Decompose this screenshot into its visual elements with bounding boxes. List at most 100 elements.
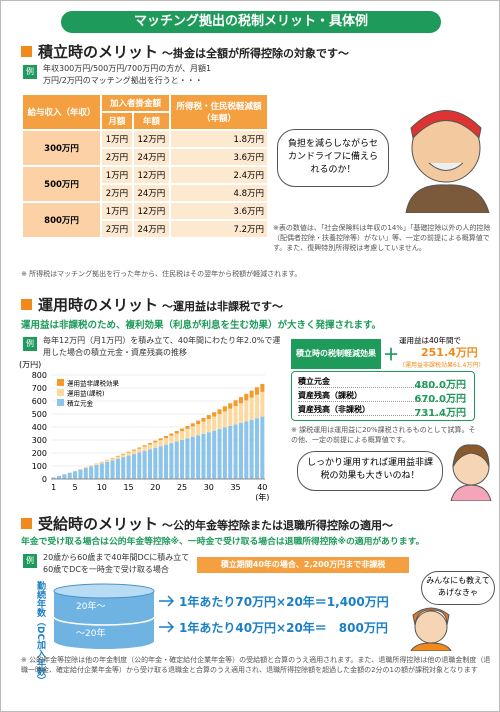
note: ※ 課税運用は運用益に20%課税されるものとして試算。その他、一定の前提による概… [291,426,476,444]
bar-segment [249,397,254,420]
result-value: 731.4万円 [414,408,466,419]
bar-segment [110,458,115,461]
cell: 3.6万円 [169,147,269,167]
y-tick-label: 0 [42,475,47,484]
badge: 例 [23,65,37,79]
gain: 251.4万円 [421,346,478,359]
th: 給与収入（年収） [20,93,103,131]
cell: 1万円 [100,129,134,149]
x-tick-label: 40 [257,483,267,492]
bar-segment [212,416,217,431]
illustration-woman [450,444,492,501]
note: ※ 所得税はマッチング拠出を行った年から、住民税はその翌年から税額が軽減されます… [21,270,302,278]
plus: ＋ [383,345,400,364]
heading-text: 積立時のメリット [38,43,159,61]
bar-segment [73,471,78,479]
bar-segment [131,450,136,455]
bar-segment [174,441,179,479]
bar-segment [83,468,88,479]
bar-segment [244,400,249,422]
bar-segment [137,448,142,453]
result-value: 480.0万円 [414,380,466,391]
x-tick-label: 20 [150,483,160,492]
result-value: 670.0万円 [414,394,466,405]
bar-segment [115,456,120,459]
bar-segment [233,424,238,479]
cell: 12万円 [131,165,172,185]
bar-segment [222,411,227,428]
bar-segment [217,409,222,414]
subheading: ～掛金は全額が所得控除の対象です～ [162,47,350,60]
note: ※ 公的年金等控除は他の年金制度（公的年金・確定給付企業年金等）の受給額と合算の… [21,656,491,674]
bar-segment [244,421,249,479]
illustration-man [405,110,490,213]
bar-segment [83,467,88,469]
bar-segment [238,422,243,479]
table-row: 2万円 24万円 3.6万円 [22,147,269,167]
th: 月額 [100,111,134,131]
bar-segment [147,443,153,445]
cell: 1.8万円 [169,129,269,149]
bar-segment [201,421,206,434]
y-tick-label: 100 [32,462,47,471]
bar-segment [196,435,201,479]
bar-segment [260,416,265,479]
bar-segment [142,445,147,447]
legend-label: 積立元金 [67,399,94,408]
bar-segment [222,406,227,412]
bar-segment [147,449,153,479]
banner: 積立期間40年の場合、2,200万円まで非課税 [197,557,409,573]
cell: 24万円 [131,219,172,239]
bar-segment [67,472,72,479]
cell: 2万円 [100,147,134,167]
result-row: 資産残高（課税） 670.0万円 [298,390,466,405]
cell: 24万円 [131,183,172,203]
result-row: 積立元金 480.0万円 [298,376,466,391]
y-tick-label: 200 [32,449,47,458]
y-tick-label: 300 [32,436,47,445]
cylinder [53,583,155,649]
bar-segment [249,390,254,398]
subheading: ～公的年金等控除または退職所得控除の適用～ [162,519,394,532]
lead: 年金で受け取る場合は公的年金等控除※、一時金で受け取る場合は退職所得控除※の適用… [21,537,425,547]
bar-segment [254,418,260,479]
bar-segment [222,427,227,479]
th: 加入者掛金額 [100,93,171,113]
bar-segment [228,403,233,409]
bar-segment [89,465,94,467]
bar-segment [206,432,211,479]
bar-segment [153,447,158,479]
box-label: 積立時の税制軽減効果 [291,339,381,369]
bar-segment [153,440,158,443]
cell: 1万円 [100,201,134,221]
x-tick-label: 30 [204,483,214,492]
bar-segment [115,455,120,457]
result-box: 積立元金 480.0万円 資産残高（課税） 670.0万円 資産残高（非課税） 731.4… [291,371,475,421]
x-tick-label: 25 [177,483,187,492]
bar-segment [56,475,62,479]
example-text: 毎年12万円（月1万円）を積み立て、40年間にわたり年2.0%で運用した場合の積… [43,336,281,357]
bar-segment [201,417,206,422]
bar-segment [142,450,147,479]
bar-segment [169,433,174,436]
badge: 例 [23,554,37,568]
x-tick-label: 10 [97,483,107,492]
bar-segment [147,444,153,450]
bar-segment [169,435,174,444]
cell: 24万円 [131,147,172,167]
bar-segment [185,438,190,479]
income-cell: 800万円 [20,201,103,239]
cell: 2万円 [100,183,134,203]
bar-segment [190,436,195,479]
bar-segment [254,387,260,395]
bar-segment [206,419,211,433]
result-name: 資産残高（課税） [298,391,362,400]
cell: 2.4万円 [169,165,269,185]
bar-segment [169,443,174,479]
bar-segment [196,420,201,425]
bar-segment [142,446,147,451]
bar-segment [89,466,94,479]
bar-segment [158,440,163,447]
legend-label: 運用益(課税) [67,389,105,398]
